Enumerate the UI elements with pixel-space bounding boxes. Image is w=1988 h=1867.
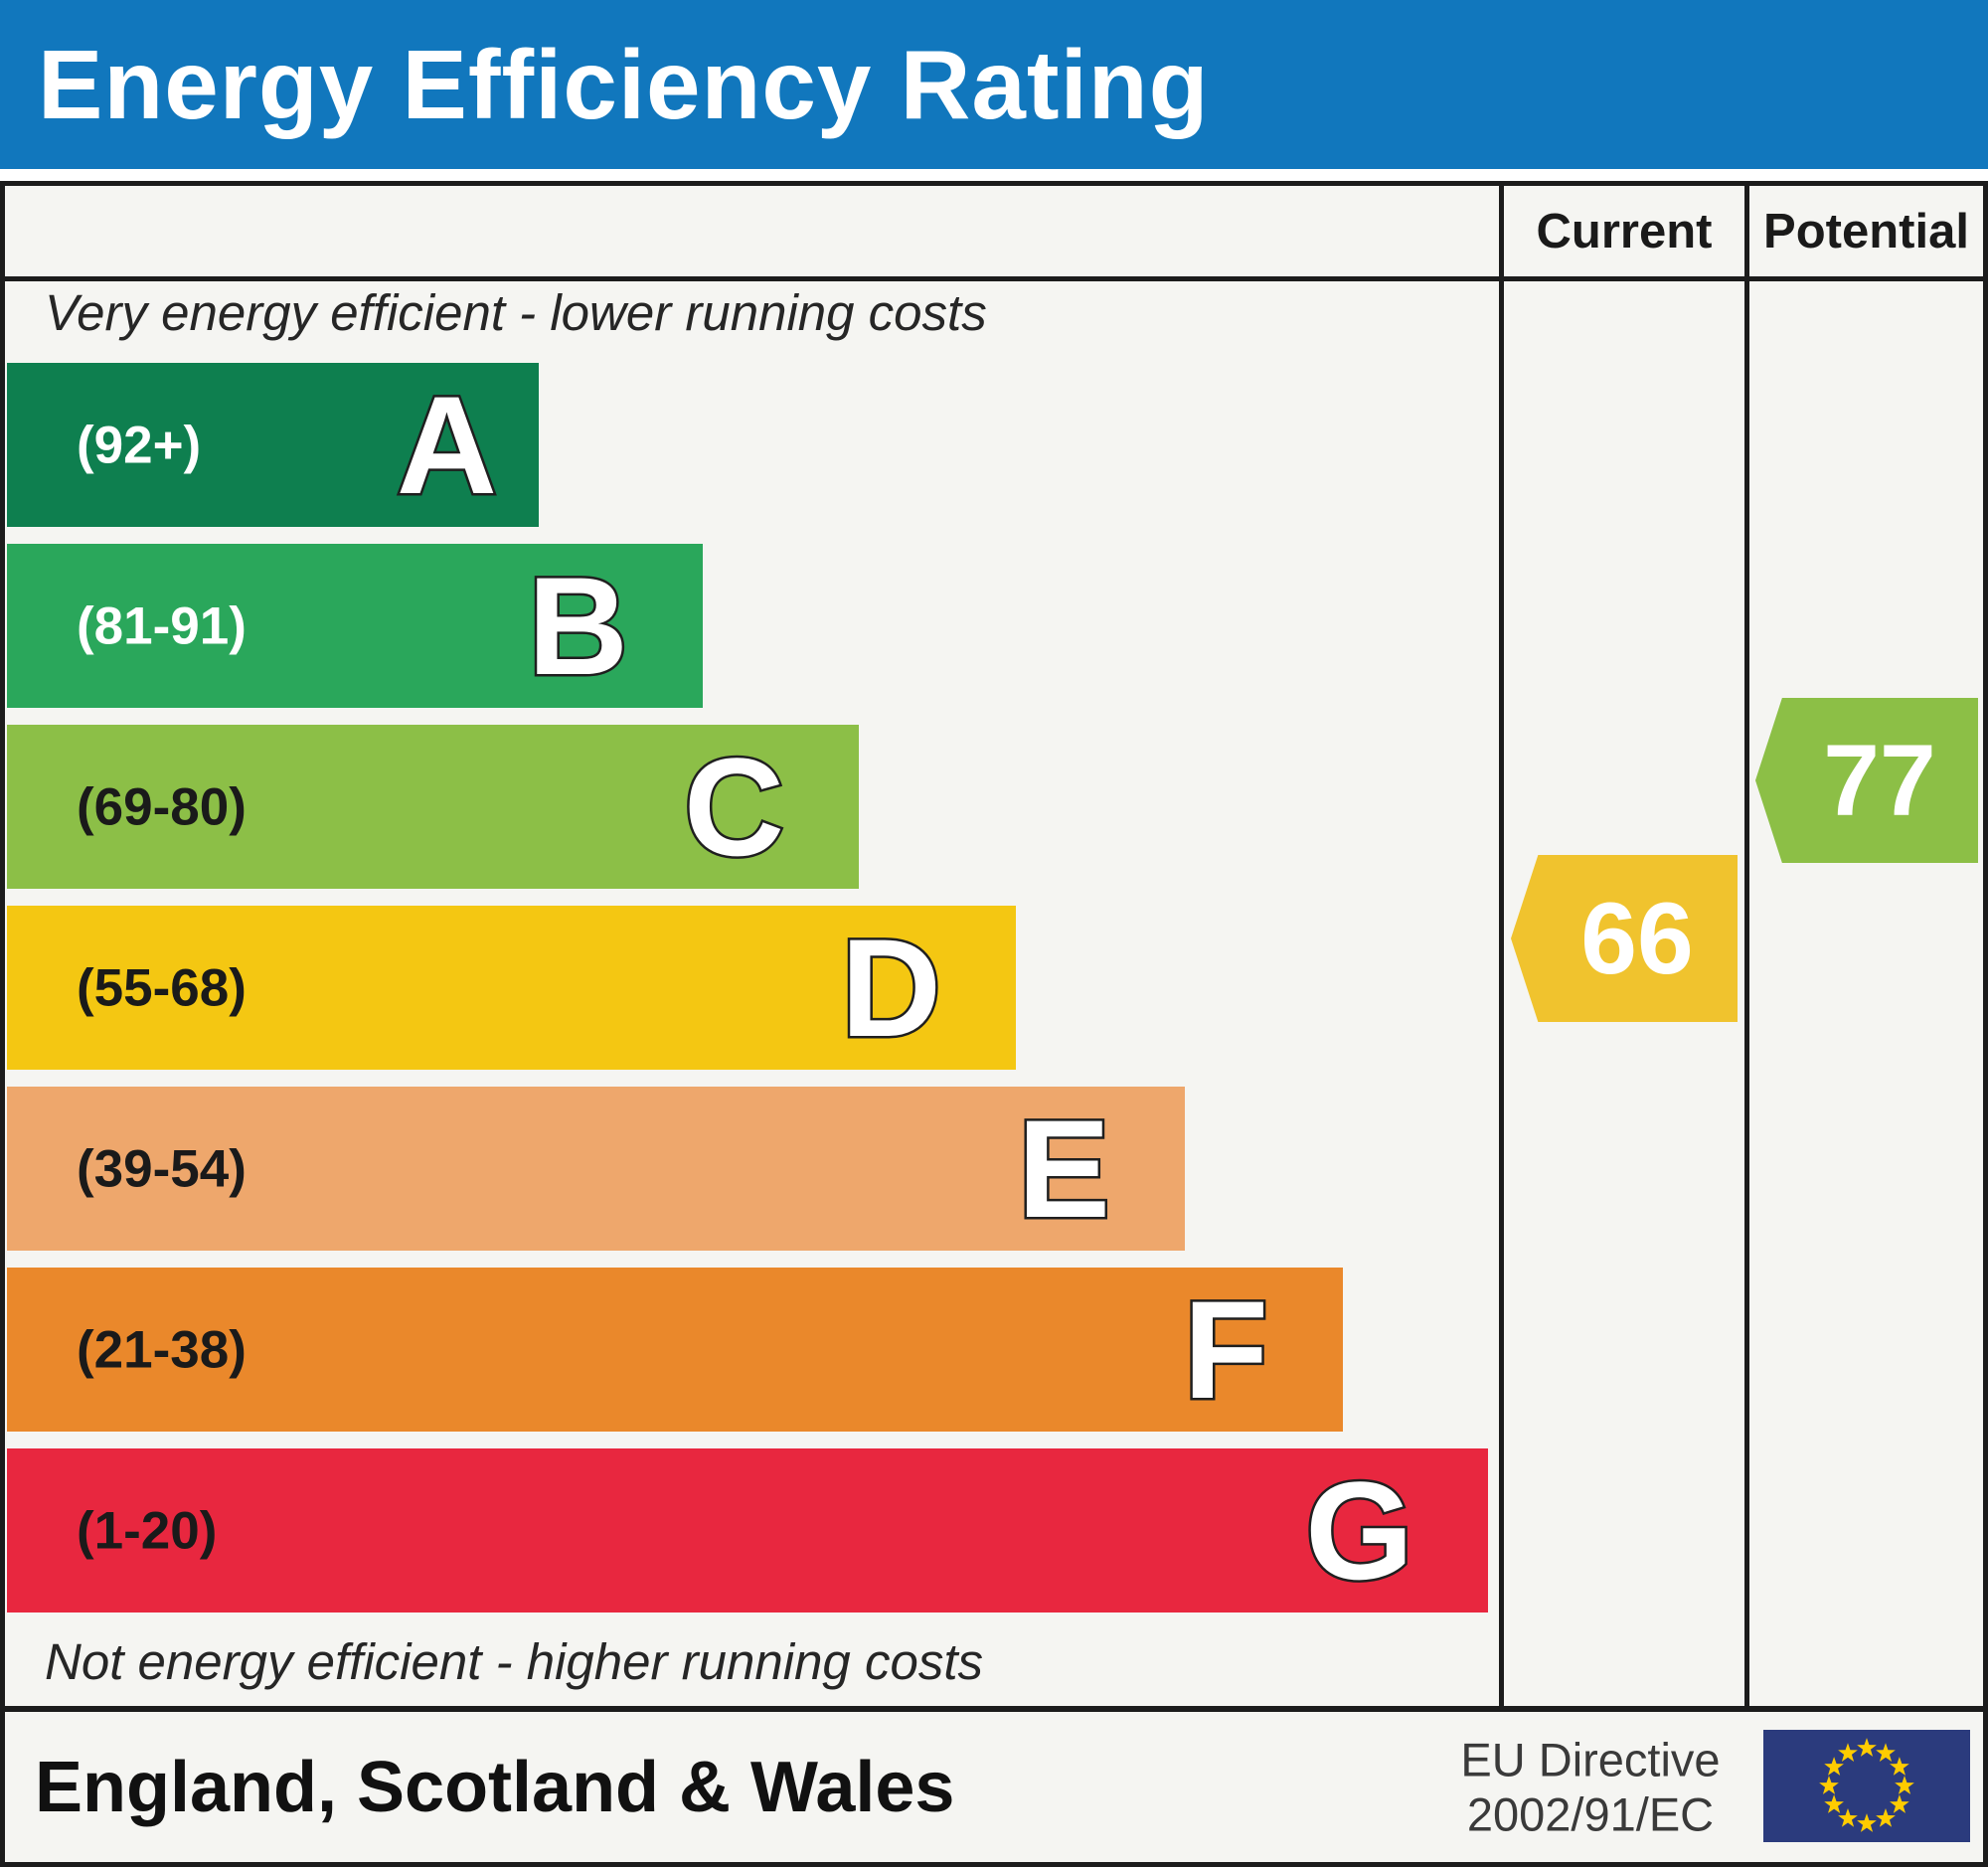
eu-directive-line1: EU Directive [1441,1732,1740,1786]
eu-directive-line2: 2002/91/EC [1441,1787,1740,1842]
band-row-C: (69-80) C [7,725,859,889]
band-row-A: (92+) A [7,363,539,527]
rating-table: Current Potential Very energy efficient … [0,181,1988,1867]
band-range-label: (92+) [77,415,201,475]
band-range-label: (39-54) [77,1138,247,1199]
band-letter: D [841,919,941,1058]
band-range-label: (81-91) [77,595,247,656]
band-letter: G [1305,1461,1413,1601]
header-separator-line [5,276,1983,281]
band-range-label: (21-38) [77,1319,247,1380]
band-row-D: (55-68) D [7,906,1016,1070]
band-row-G: (1-20) G [7,1448,1488,1612]
bottom-note: Not energy efficient - higher running co… [45,1632,983,1691]
column-header-current: Current [1504,186,1744,276]
band-row-F: (21-38) F [7,1268,1343,1432]
band-letter: A [397,376,497,515]
band-letter: E [1018,1100,1110,1239]
eu-directive-label: EU Directive 2002/91/EC [1441,1732,1740,1842]
footer: England, Scotland & Wales EU Directive 2… [5,1712,1983,1862]
potential-rating-marker: 77 [1755,698,1978,863]
band-range-label: (1-20) [77,1500,217,1561]
title-banner: Energy Efficiency Rating [0,0,1988,169]
column-header-potential: Potential [1749,186,1983,276]
epc-chart: Energy Efficiency Rating Current Potenti… [0,0,1988,1867]
current-rating-value: 66 [1580,881,1693,997]
region-label: England, Scotland & Wales [35,1747,954,1828]
band-letter: C [684,738,784,877]
page-title: Energy Efficiency Rating [0,29,1210,141]
current-column-divider [1499,186,1504,1712]
potential-rating-value: 77 [1823,723,1935,839]
band-row-E: (39-54) E [7,1087,1185,1251]
top-note: Very energy efficient - lower running co… [45,283,987,342]
eu-flag-icon [1763,1730,1970,1842]
band-range-label: (69-80) [77,776,247,837]
band-letter: F [1183,1280,1268,1420]
band-row-B: (81-91) B [7,544,703,708]
current-rating-marker: 66 [1511,855,1738,1022]
potential-column-divider [1744,186,1749,1712]
band-range-label: (55-68) [77,957,247,1018]
band-letter: B [528,557,628,696]
rating-grid: Current Potential Very energy efficient … [5,186,1983,1862]
